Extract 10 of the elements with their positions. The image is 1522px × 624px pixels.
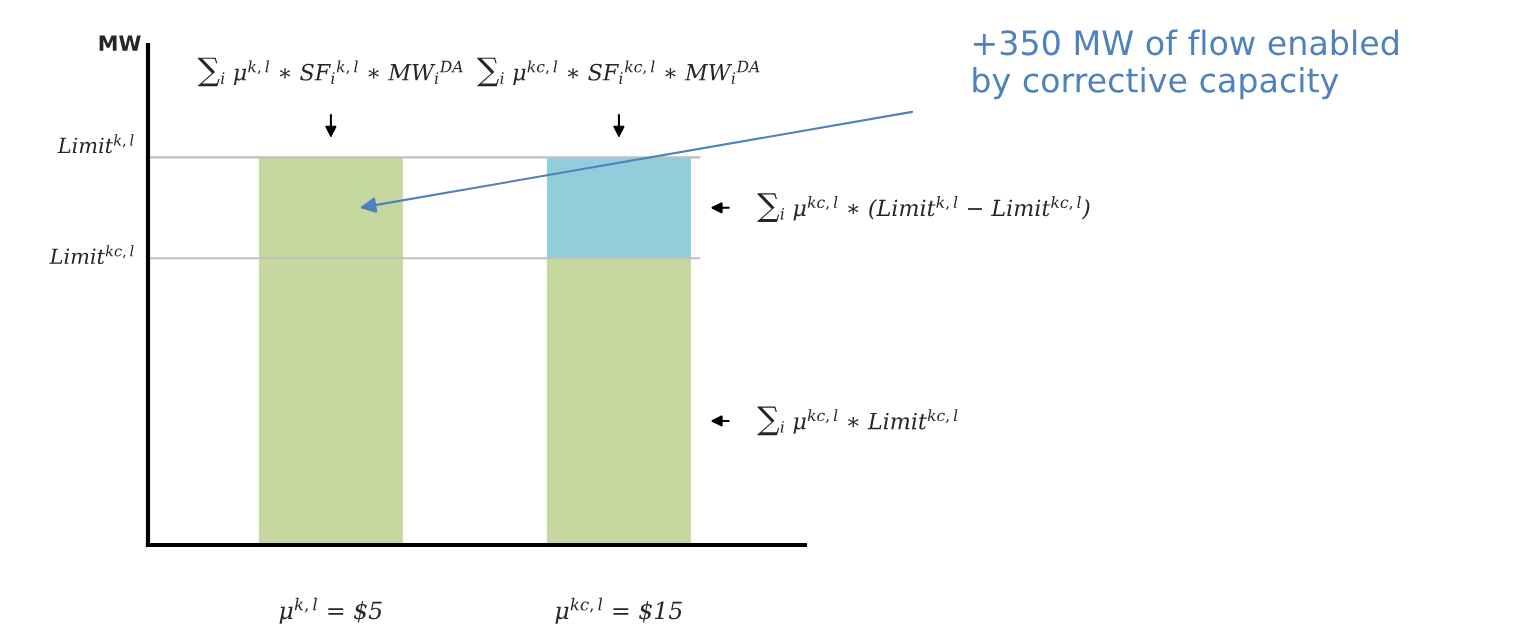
ref-line-label: Limit$^{k,l}$ (57, 134, 134, 154)
text: MW (99, 35, 141, 51)
text: +350 MW of flow enabled by corrective capacity (973, 29, 1398, 100)
x-tick-label: μ$^{k,l}$ = $5 (279, 597, 382, 624)
text: ∑$_{i}$ μ$^{k,l}$ ∗ SF$_{i}$$^{k,l}$ ∗ MW$_{i}$$^{DA}$ (197, 57, 463, 87)
ref-line-label: Limit$^{kc,l}$ (49, 245, 134, 265)
text: ∑$_{i}$ μ$^{kc,l}$ ∗ (Limit$^{k,l}$ − Limit$^{kc,l}$) (757, 193, 1090, 222)
text: ∑$_{i}$ μ$^{kc,l}$ ∗ SF$_{i}$$^{kc,l}$ ∗ MW$_{i}$$^{DA}$ (477, 57, 760, 87)
text: ∑$_{i}$ μ$^{kc,l}$ ∗ Limit$^{kc,l}$ (757, 406, 958, 436)
x-tick-label: μ$^{kc,l}$ = $15 (555, 597, 682, 624)
